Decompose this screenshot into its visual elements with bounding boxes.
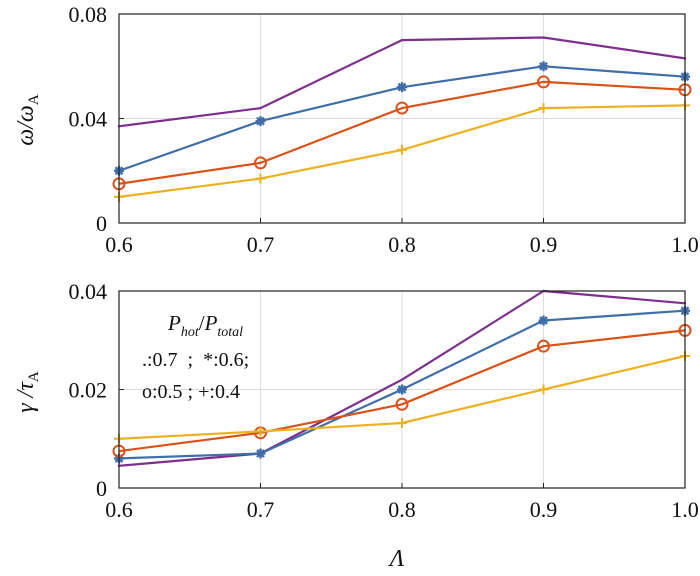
legend-line-2: o:0.5 ; +:0.4 <box>142 381 240 403</box>
top-point-marker <box>259 106 262 110</box>
top-circle-marker <box>537 75 550 89</box>
bottom-ticks: 0.6 0.7 0.8 0.9 1.0 0 0.02 0.04 <box>69 279 699 522</box>
top-plus-marker <box>397 144 407 155</box>
bottom-series-line <box>118 329 686 453</box>
bottom-point-marker <box>400 378 404 381</box>
top-circle-marker <box>395 101 409 115</box>
top-xtick-label: 0.7 <box>247 232 275 257</box>
top-star-marker <box>255 116 266 127</box>
bottom-plot: 0.6 0.7 0.8 0.9 1.0 0 0.02 0.04 γ /τA Λ Phot/Pt… <box>13 279 699 572</box>
top-series-line <box>118 80 686 185</box>
legend-line-1: .:0.7 ; *:0.6; <box>142 349 249 371</box>
bottom-xtick-label: 1.0 <box>671 497 699 522</box>
top-circle-marker <box>254 156 267 170</box>
top-ytick-label: 0.04 <box>69 107 108 132</box>
bottom-y-axis-label: γ /τA <box>13 371 42 413</box>
bottom-ytick-label: 0.04 <box>69 279 108 304</box>
top-plus-marker <box>538 103 549 114</box>
bottom-plus-marker <box>397 417 407 428</box>
x-axis-label: Λ <box>388 546 405 572</box>
top-xtick-label: 0.9 <box>530 232 558 257</box>
top-star-marker <box>538 61 549 72</box>
top-plot: 0.6 0.7 0.8 0.9 1.0 0 0.04 0.08 ω/ωA <box>13 2 699 257</box>
top-series <box>112 36 692 202</box>
bottom-xtick-label: 0.6 <box>105 497 133 522</box>
top-point-marker <box>400 38 404 42</box>
bottom-star-marker <box>255 448 266 459</box>
bottom-xtick-label: 0.7 <box>247 497 275 522</box>
legend-annotation: Phot/Ptotal .:0.7 ; *:0.6; o:0.5 ; +:0.4 <box>142 311 249 403</box>
top-plus-marker <box>255 173 266 184</box>
top-xtick-label: 0.6 <box>105 232 133 257</box>
top-ytick-label: 0.08 <box>69 2 108 27</box>
bottom-star-marker <box>538 315 549 326</box>
top-ytick-label: 0 <box>96 211 107 236</box>
top-point-marker <box>542 36 545 39</box>
top-star-marker <box>397 82 407 93</box>
top-xtick-label: 0.8 <box>388 232 416 257</box>
bottom-ytick-label: 0 <box>96 476 107 501</box>
bottom-xtick-label: 0.8 <box>388 497 416 522</box>
top-y-axis-label: ω/ωA <box>13 94 42 146</box>
top-xtick-label: 1.0 <box>671 232 699 257</box>
bottom-plus-marker <box>255 426 266 437</box>
top-ticks: 0.6 0.7 0.8 0.9 1.0 0 0.04 0.08 <box>69 2 699 257</box>
legend-title: Phot/Ptotal <box>167 311 243 340</box>
bottom-circle-marker <box>395 397 409 411</box>
bottom-circle-marker <box>537 339 550 353</box>
bottom-xtick-label: 0.9 <box>530 497 558 522</box>
bottom-plus-marker <box>538 384 549 395</box>
bottom-ytick-label: 0.02 <box>69 378 108 403</box>
bottom-star-marker <box>397 384 407 395</box>
